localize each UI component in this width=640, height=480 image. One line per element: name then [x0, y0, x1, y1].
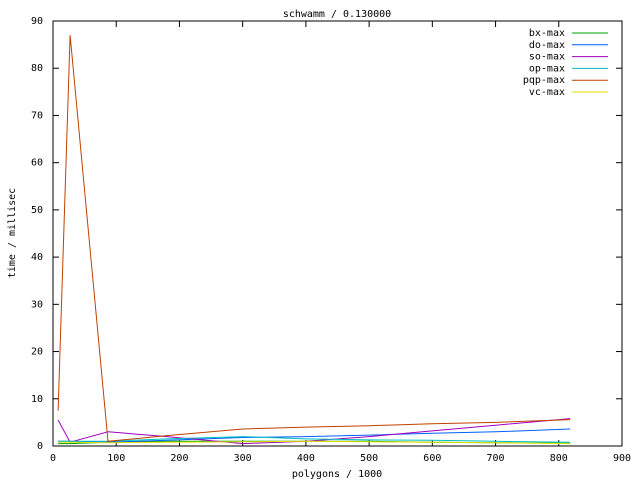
- y-tick-label: 60: [31, 158, 43, 169]
- legend-label: pqp-max: [523, 75, 565, 86]
- y-tick-label: 50: [31, 205, 43, 216]
- x-tick-label: 300: [234, 453, 252, 464]
- y-tick-label: 70: [31, 110, 43, 121]
- x-tick-label: 200: [170, 453, 188, 464]
- y-tick-label: 30: [31, 299, 43, 310]
- legend-label: op-max: [529, 63, 565, 74]
- series-line: [57, 35, 571, 442]
- series-line: [58, 436, 571, 443]
- y-tick-label: 0: [37, 441, 43, 452]
- series-line: [57, 418, 571, 445]
- y-axis-label: time / millisec: [7, 188, 18, 278]
- y-tick-label: 10: [31, 394, 43, 405]
- legend-label: bx-max: [529, 28, 565, 39]
- x-tick-label: 700: [487, 453, 505, 464]
- legend-label: do-max: [529, 40, 565, 51]
- x-tick-label: 400: [297, 453, 315, 464]
- legend-label: so-max: [529, 52, 565, 63]
- legend-label: vc-max: [529, 87, 565, 98]
- y-tick-label: 80: [31, 63, 43, 74]
- chart-title: schwamm / 0.130000: [283, 9, 391, 20]
- x-tick-label: 0: [50, 453, 56, 464]
- plot-frame: [52, 20, 623, 447]
- series-line: [58, 440, 571, 445]
- x-tick-label: 900: [613, 453, 631, 464]
- x-tick-label: 500: [360, 453, 378, 464]
- y-tick-label: 20: [31, 347, 43, 358]
- y-tick-label: 40: [31, 252, 43, 263]
- x-tick-label: 600: [423, 453, 441, 464]
- x-tick-label: 100: [107, 453, 125, 464]
- x-axis-label: polygons / 1000: [292, 469, 382, 480]
- y-tick-label: 90: [31, 16, 43, 27]
- x-tick-label: 800: [550, 453, 568, 464]
